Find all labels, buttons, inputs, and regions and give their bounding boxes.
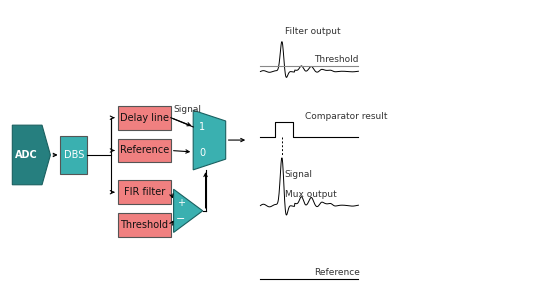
Text: Reference: Reference: [120, 145, 169, 156]
FancyBboxPatch shape: [118, 106, 171, 130]
Text: DBS: DBS: [64, 150, 84, 160]
Text: ADC: ADC: [15, 150, 38, 160]
Text: 1: 1: [199, 122, 206, 132]
Text: 0: 0: [199, 148, 206, 158]
FancyBboxPatch shape: [60, 136, 87, 174]
Text: Filter output: Filter output: [285, 27, 340, 36]
Text: Threshold: Threshold: [314, 55, 359, 64]
Text: Reference: Reference: [314, 268, 360, 277]
Polygon shape: [174, 189, 203, 232]
Polygon shape: [193, 110, 226, 170]
FancyBboxPatch shape: [118, 180, 171, 204]
Text: Comparator result: Comparator result: [305, 112, 387, 121]
Text: Signal: Signal: [174, 105, 202, 114]
Polygon shape: [12, 125, 50, 185]
FancyBboxPatch shape: [118, 139, 171, 162]
Text: Delay line: Delay line: [120, 113, 169, 123]
Text: +: +: [177, 198, 185, 208]
Text: −: −: [176, 214, 185, 224]
Text: Threshold: Threshold: [120, 220, 168, 230]
Text: Signal: Signal: [285, 170, 313, 179]
FancyBboxPatch shape: [118, 213, 171, 237]
Text: FIR filter: FIR filter: [124, 187, 165, 197]
Text: Mux output: Mux output: [285, 190, 337, 199]
